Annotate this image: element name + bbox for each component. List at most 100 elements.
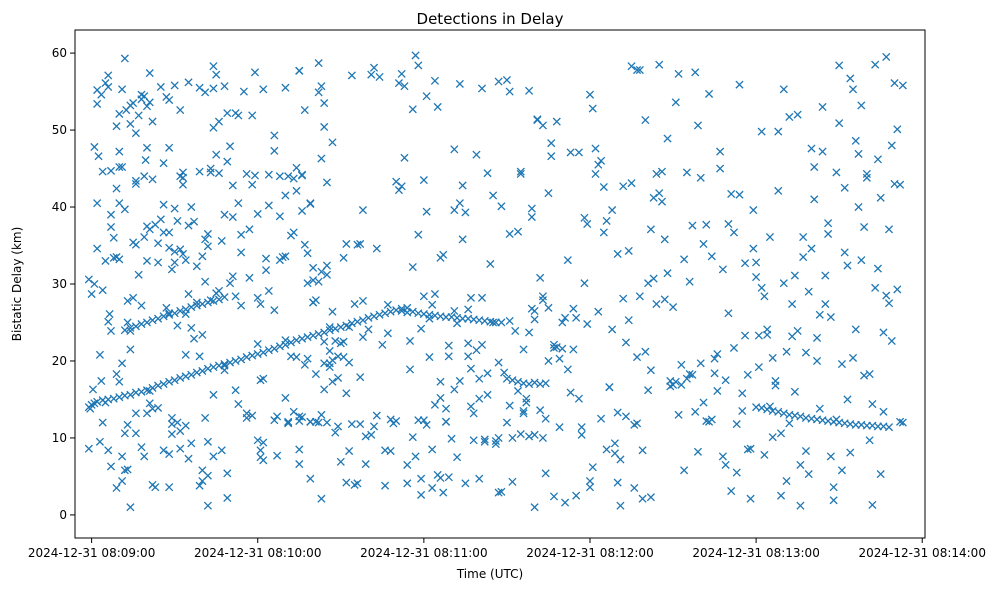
scatter-point-clutter-50 <box>120 54 129 63</box>
scatter-point-clutter-675 <box>776 429 786 438</box>
scatter-point-clutter-102 <box>156 215 165 224</box>
scatter-point-clutter-374 <box>408 263 417 272</box>
scatter-point-clutter-314 <box>328 307 337 316</box>
scatter-point-track-D-11 <box>774 407 783 416</box>
scatter-point-clutter-270 <box>297 206 307 215</box>
scatter-point-clutter-281 <box>306 199 315 209</box>
scatter-point-clutter-150 <box>192 262 201 271</box>
scatter-point-track-D-6 <box>541 379 550 388</box>
y-axis-ticks: 0 10 20 30 40 50 60 <box>52 46 75 522</box>
scatter-point-track-A-27 <box>220 359 229 369</box>
scatter-point-clutter-192 <box>223 109 232 118</box>
scatter-point-clutter-635 <box>721 376 730 385</box>
scatter-point-clutter-423 <box>458 235 467 244</box>
scatter-point-clutter-608 <box>685 369 694 379</box>
scatter-point-clutter-544 <box>599 228 608 237</box>
scatter-point-clutter-743 <box>871 60 880 69</box>
scatter-point-clutter-506 <box>549 492 559 501</box>
scatter-point-clutter-508 <box>552 117 561 126</box>
scatter-point-clutter-165 <box>203 501 212 510</box>
scatter-point-clutter-204 <box>237 230 246 239</box>
scatter-point-clutter-382 <box>417 324 426 333</box>
scatter-point-track-A-12 <box>137 387 146 396</box>
scatter-point-clutter-213 <box>248 111 257 120</box>
scatter-point-clutter-539 <box>594 160 603 169</box>
scatter-point-track-D-0 <box>508 376 517 385</box>
scatter-point-clutter-372 <box>405 336 415 346</box>
scatter-point-clutter-453 <box>494 488 503 497</box>
scatter-point-clutter-64 <box>129 293 138 302</box>
scatter-point-clutter-119 <box>167 430 176 439</box>
scatter-point-clutter-365 <box>394 186 404 195</box>
scatter-point-clutter-704 <box>818 147 827 156</box>
scatter-point-clutter-42 <box>115 377 124 386</box>
scatter-point-clutter-103 <box>156 82 165 92</box>
scatter-point-clutter-208 <box>242 169 251 178</box>
scatter-point-clutter-252 <box>284 419 293 428</box>
scatter-point-clutter-409 <box>441 417 451 426</box>
scatter-point-clutter-250 <box>284 172 293 181</box>
scatter-point-clutter-154 <box>195 481 204 490</box>
scatter-point-clutter-263 <box>295 416 304 426</box>
scatter-point-clutter-113 <box>165 309 174 318</box>
scatter-point-clutter-699 <box>810 162 819 172</box>
scatter-point-clutter-30 <box>106 326 116 336</box>
scatter-point-clutter-275 <box>303 279 312 288</box>
scatter-point-clutter-691 <box>799 253 808 262</box>
scatter-point-clutter-747 <box>876 470 885 479</box>
scatter-point-clutter-232 <box>264 286 273 295</box>
scatter-point-clutter-283 <box>309 263 318 272</box>
scatter-point-clutter-146 <box>187 439 196 448</box>
scatter-point-clutter-711 <box>826 313 835 322</box>
scatter-point-clutter-170 <box>206 164 215 173</box>
scatter-point-clutter-469 <box>511 326 520 336</box>
scatter-point-clutter-402 <box>436 377 445 386</box>
scatter-point-clutter-86 <box>142 409 152 418</box>
scatter-point-clutter-133 <box>178 180 188 189</box>
scatter-point-clutter-750 <box>882 291 891 300</box>
scatter-point-clutter-70 <box>131 409 140 418</box>
scatter-point-clutter-647 <box>738 406 747 416</box>
scatter-point-clutter-399 <box>433 102 442 112</box>
scatter-point-clutter-619 <box>699 398 708 407</box>
scatter-point-clutter-227 <box>259 438 268 447</box>
x-tick-label-0: 2024-12-31 08:09:00 <box>28 546 155 560</box>
scatter-point-clutter-217 <box>250 171 260 180</box>
scatter-point-clutter-287 <box>311 369 320 379</box>
scatter-point-clutter-751 <box>882 52 891 61</box>
scatter-point-clutter-591 <box>660 295 669 304</box>
scatter-point-clutter-703 <box>815 310 824 319</box>
scatter-point-clutter-695 <box>804 287 813 296</box>
scatter-point-clutter-554 <box>613 408 622 417</box>
scatter-point-track-D-12 <box>779 409 788 418</box>
scatter-point-clutter-290 <box>314 418 323 427</box>
scatter-point-clutter-117 <box>167 265 176 274</box>
scatter-point-clutter-25 <box>105 309 114 319</box>
scatter-point-clutter-62 <box>126 326 135 336</box>
scatter-point-track-B-8 <box>165 310 174 319</box>
y-axis-label: Bistatic Delay (km) <box>10 227 24 342</box>
scatter-point-clutter-343 <box>358 206 368 215</box>
scatter-point-clutter-732 <box>857 101 866 110</box>
scatter-point-clutter-238 <box>270 416 279 425</box>
scatter-point-clutter-193 <box>225 279 235 288</box>
scatter-point-clutter-584 <box>652 169 661 178</box>
scatter-point-clutter-585 <box>652 299 661 309</box>
scatter-point-clutter-639 <box>727 486 736 496</box>
scatter-point-clutter-434 <box>469 436 478 445</box>
scatter-point-clutter-658 <box>754 331 763 340</box>
scatter-point-clutter-237 <box>270 146 279 155</box>
scatter-point-clutter-292 <box>314 88 323 97</box>
scatter-point-clutter-552 <box>610 439 619 448</box>
scatter-point-clutter-730 <box>854 149 863 158</box>
scatter-point-clutter-442 <box>477 340 487 349</box>
scatter-point-clutter-120 <box>167 413 176 422</box>
scatter-point-clutter-302 <box>320 337 329 346</box>
scatter-point-clutter-422 <box>455 79 464 88</box>
scatter-point-clutter-463 <box>505 87 514 96</box>
scatter-point-clutter-378 <box>411 452 420 461</box>
scatter-point-clutter-1 <box>84 275 93 284</box>
scatter-point-clutter-571 <box>635 292 644 301</box>
scatter-point-clutter-99 <box>154 258 163 267</box>
scatter-point-clutter-249 <box>281 191 290 200</box>
